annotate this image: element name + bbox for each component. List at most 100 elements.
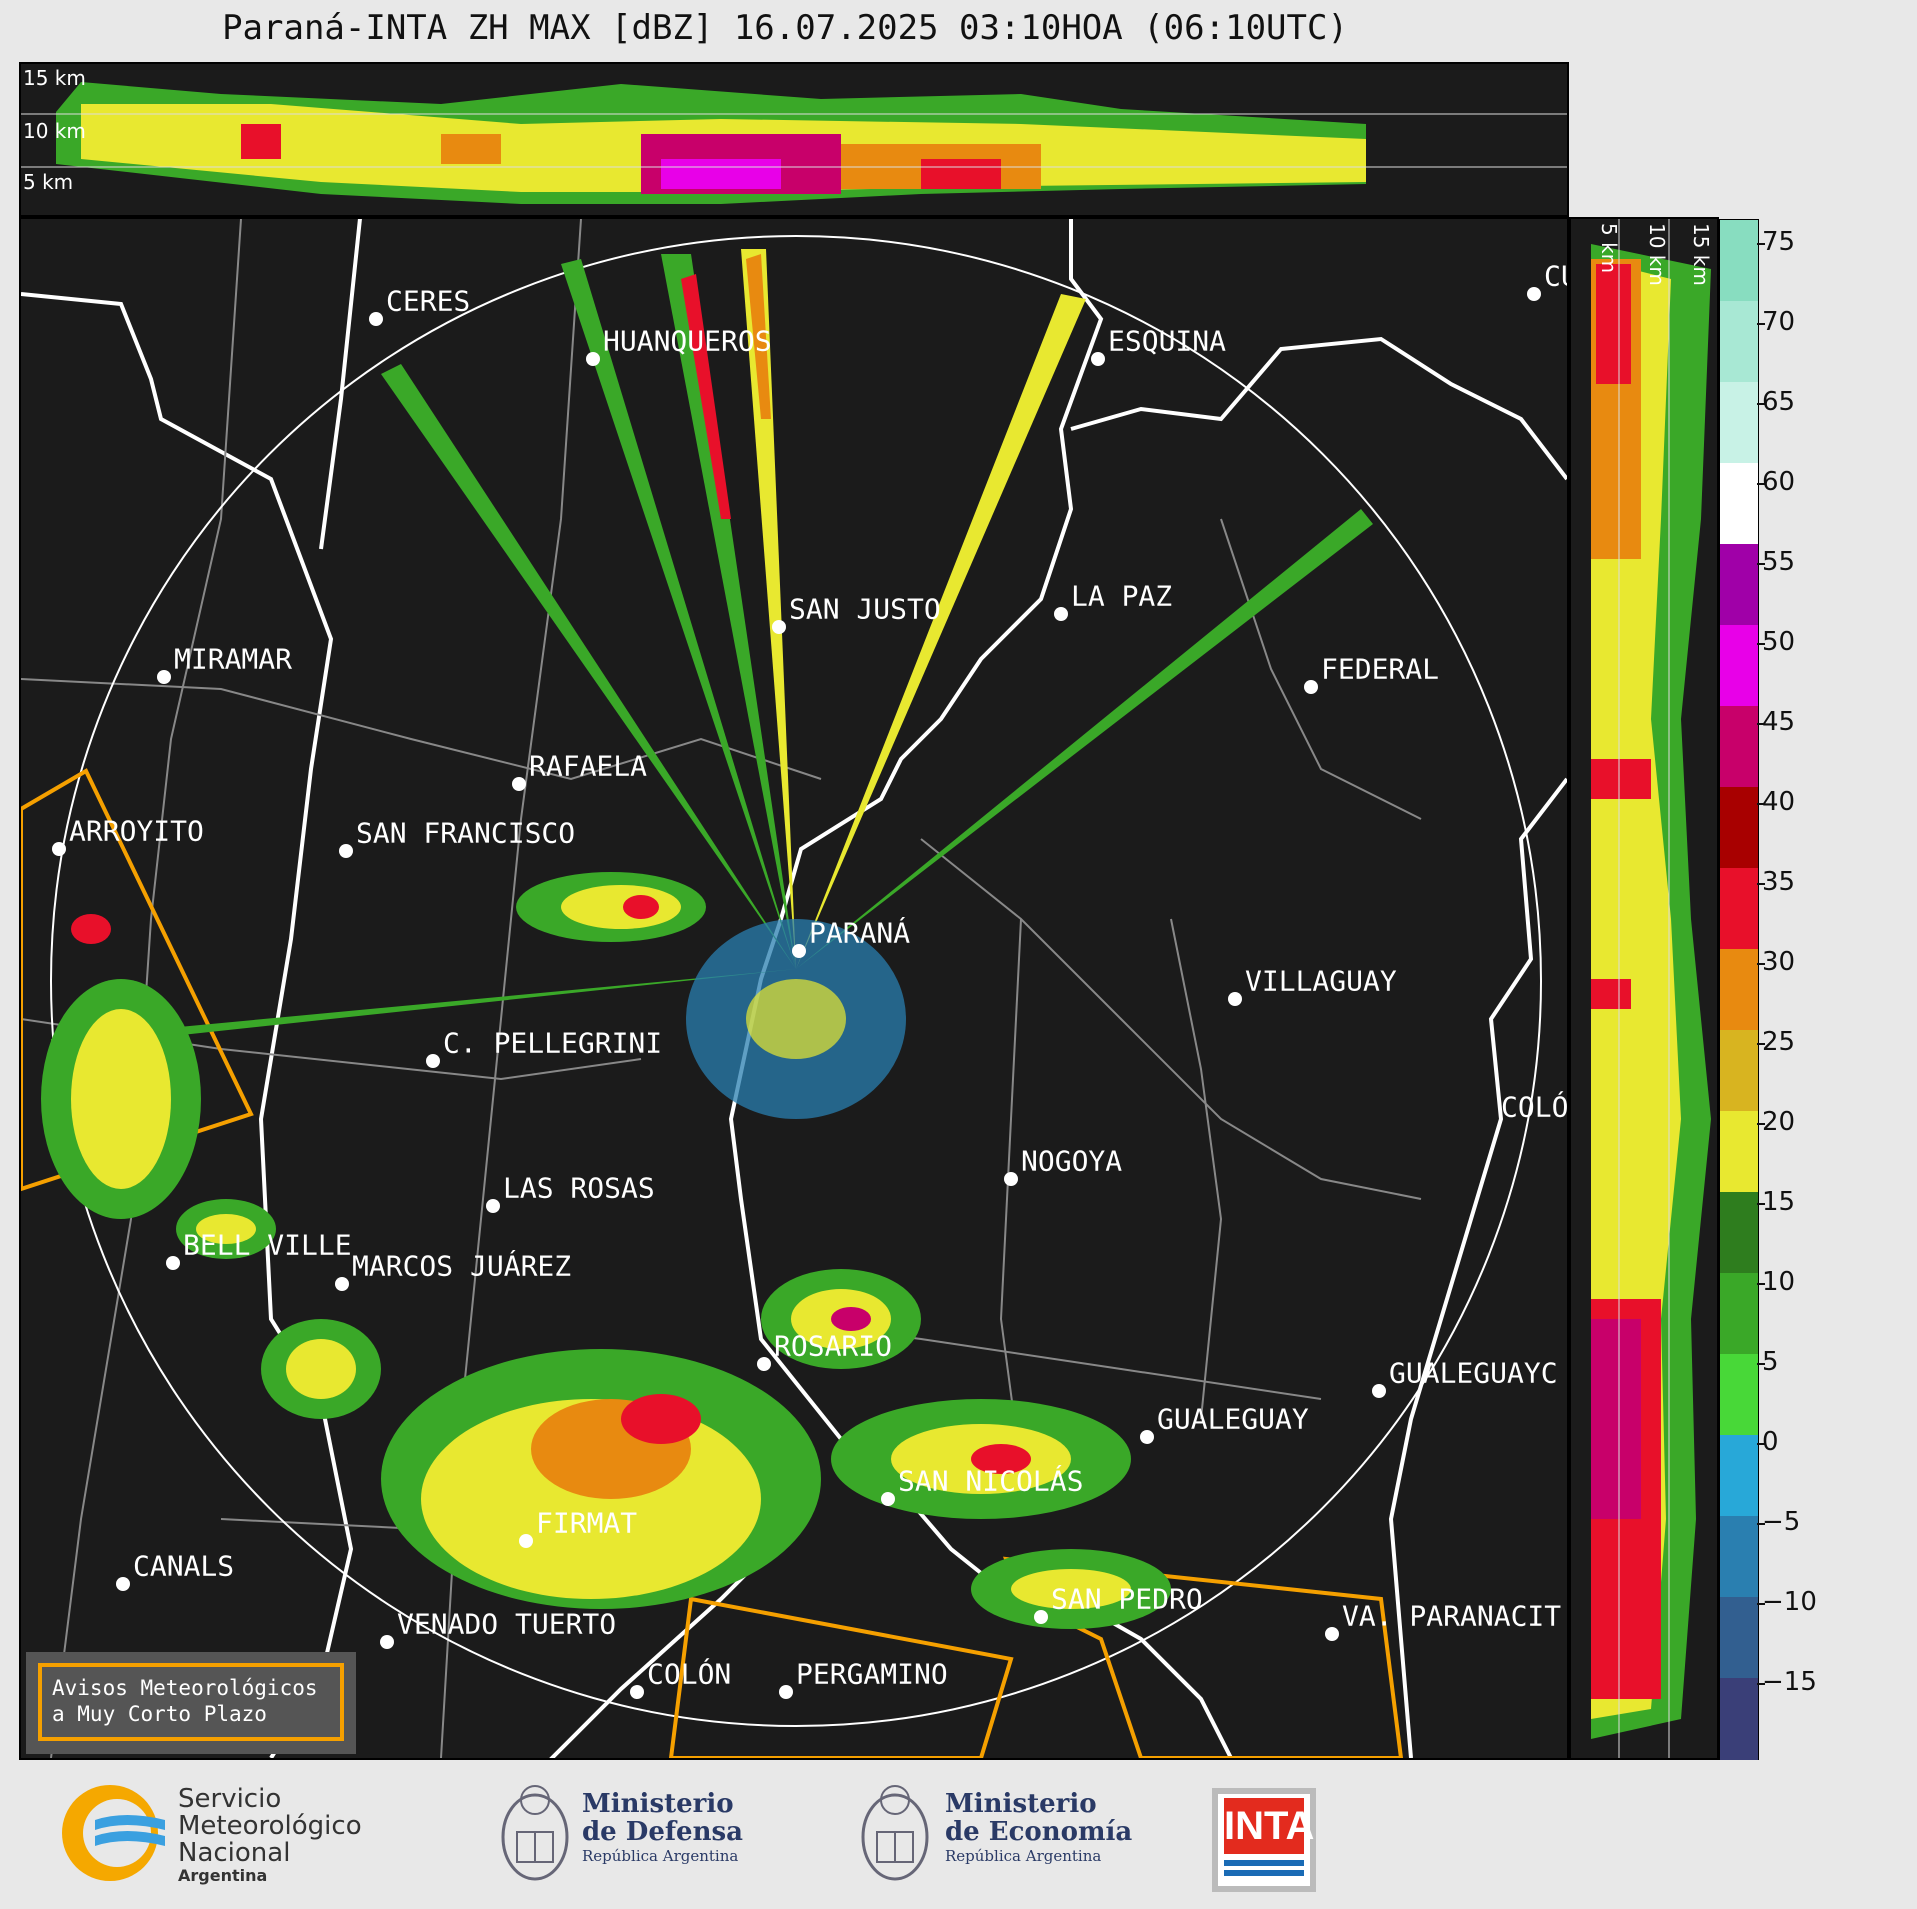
colorbar-tick-label: −15	[1762, 1667, 1817, 1697]
colorbar-tick-label: 65	[1762, 387, 1796, 417]
smn-line3: Nacional	[178, 1838, 291, 1868]
warning-legend: Avisos Meteorológicos a Muy Corto Plazo	[38, 1663, 344, 1741]
city-dot-huanqueros	[586, 352, 600, 366]
city-label-san-justo: SAN JUSTO	[789, 592, 941, 626]
warning-legend-line1: Avisos Meteorológicos	[52, 1676, 318, 1700]
colorbar-segment	[1720, 1516, 1758, 1598]
colorbar-tick-label: 75	[1762, 227, 1796, 257]
colorbar-tick-label: −5	[1762, 1507, 1801, 1537]
city-label-san-francisco: SAN FRANCISCO	[356, 816, 576, 850]
colorbar-segment	[1720, 1273, 1758, 1355]
colorbar-tick-mark	[1757, 1043, 1765, 1045]
city-dot-pergamino	[779, 1685, 793, 1699]
city-label-arroyito: ARROYITO	[69, 814, 204, 848]
colorbar-tick-label: 60	[1762, 467, 1796, 497]
colorbar-segment	[1720, 787, 1758, 869]
economia-line1: Ministerio	[945, 1789, 1097, 1819]
warning-legend-line2: a Muy Corto Plazo	[52, 1702, 267, 1726]
colorbar-segment	[1720, 706, 1758, 788]
city-label-canals: CANALS	[133, 1549, 235, 1583]
city-label-c-pellegrini: C. PELLEGRINI	[443, 1026, 663, 1060]
city-dot-gualeguaychu	[1372, 1384, 1386, 1398]
colorbar-segment	[1720, 1030, 1758, 1112]
colorbar-segment	[1720, 1192, 1758, 1274]
colorbar-tick-mark	[1757, 483, 1765, 485]
colorbar-tick-mark	[1757, 883, 1765, 885]
colorbar-tick-label: 0	[1762, 1427, 1779, 1457]
city-label-san-pedro: SAN PEDRO	[1051, 1582, 1203, 1616]
city-label-va-paranacito: VA. PARANACIT	[1342, 1599, 1562, 1633]
city-label-san-nicolas: SAN NICOLÁS	[898, 1464, 1084, 1498]
side-alt-10km: 10 km	[1645, 223, 1669, 286]
city-dot-canals	[116, 1577, 130, 1591]
economia-line2: de Economía	[945, 1817, 1133, 1847]
city-label-pergamino: PERGAMINO	[796, 1657, 948, 1691]
city-dot-san-francisco	[339, 844, 353, 858]
defensa-logo-text: Ministerio de Defensa República Argentin…	[582, 1790, 743, 1866]
defensa-line1: Ministerio	[582, 1789, 734, 1819]
colorbar-segment	[1720, 625, 1758, 707]
colorbar-tick-label: 35	[1762, 867, 1796, 897]
city-dot-rosario	[757, 1357, 771, 1371]
defensa-seal-icon	[501, 1785, 569, 1881]
city-dot-cu	[1527, 287, 1541, 301]
footer-logos: Servicio Meteorológico Nacional Argentin…	[0, 1760, 1917, 1909]
city-label-nogoya: NOGOYA	[1021, 1144, 1123, 1178]
colorbar-segment	[1720, 1678, 1758, 1760]
city-dot-c-pellegrini	[426, 1054, 440, 1068]
top-alt-10km: 10 km	[23, 119, 86, 143]
colorbar-tick-mark	[1757, 1443, 1765, 1445]
city-dot-firmat	[519, 1534, 533, 1548]
colorbar-tick-mark	[1757, 1603, 1765, 1605]
colorbar-segment	[1720, 463, 1758, 545]
side-profile-echoes	[1591, 219, 1711, 1758]
smn-line2: Meteorológico	[178, 1811, 362, 1841]
colorbar-segment	[1720, 1435, 1758, 1517]
top-alt-5km: 5 km	[23, 170, 74, 194]
colorbar-tick-label: 20	[1762, 1107, 1796, 1137]
top-height-profile: 15 km 10 km 5 km	[19, 62, 1569, 217]
colorbar-tick-mark	[1757, 243, 1765, 245]
colorbar-segment	[1720, 382, 1758, 464]
side-height-profile: 5 km 10 km 15 km	[1569, 217, 1719, 1760]
city-dot-san-justo	[772, 620, 786, 634]
defensa-line2: de Defensa	[582, 1817, 743, 1847]
city-dot-esquina	[1091, 352, 1105, 366]
colorbar-tick-mark	[1757, 1363, 1765, 1365]
colorbar-tick-label: 50	[1762, 627, 1796, 657]
map-title: Paraná-INTA ZH MAX [dBZ] 16.07.2025 03:1…	[222, 8, 1348, 48]
colorbar-tick-label: 55	[1762, 547, 1796, 577]
smn-line1: Servicio	[178, 1784, 282, 1814]
city-dot-bell-ville	[166, 1256, 180, 1270]
city-label-miramar: MIRAMAR	[174, 642, 293, 676]
city-label-la-paz: LA PAZ	[1071, 579, 1173, 613]
city-label-firmat: FIRMAT	[536, 1506, 638, 1540]
colorbar-tick-mark	[1757, 643, 1765, 645]
city-dot-gualeguay	[1140, 1430, 1154, 1444]
colorbar-tick-label: 10	[1762, 1267, 1796, 1297]
radar-map[interactable]: CERES HUANQUEROS ESQUINA CU SAN JUSTO LA…	[19, 217, 1569, 1760]
colorbar-segment	[1720, 301, 1758, 383]
city-dot-parana	[792, 944, 806, 958]
colorbar-tick-label: 15	[1762, 1187, 1796, 1217]
city-label-esquina: ESQUINA	[1108, 324, 1227, 358]
colorbar-tick-label: 70	[1762, 307, 1796, 337]
city-dot-miramar	[157, 670, 171, 684]
city-dot-marcos-juarez	[335, 1277, 349, 1291]
radar-map-graphics	[21, 219, 1567, 1758]
city-dot-san-nicolas	[881, 1492, 895, 1506]
city-dot-las-rosas	[486, 1199, 500, 1213]
city-label-ceres: CERES	[386, 284, 471, 318]
city-dot-va-paranacito	[1325, 1627, 1339, 1641]
colorbar-segment	[1720, 1111, 1758, 1193]
smn-logo-icon	[62, 1785, 165, 1881]
dbz-colorbar	[1719, 219, 1759, 1760]
side-alt-5km: 5 km	[1597, 223, 1621, 274]
colorbar-segment	[1720, 1597, 1758, 1679]
city-dot-federal	[1304, 680, 1318, 694]
colorbar-tick-mark	[1757, 963, 1765, 965]
city-label-marcos-juarez: MARCOS JUÁREZ	[352, 1249, 572, 1283]
colorbar-tick-mark	[1757, 1123, 1765, 1125]
city-label-gualeguaychu: GUALEGUAYC	[1389, 1356, 1558, 1390]
colorbar-tick-label: 45	[1762, 707, 1796, 737]
